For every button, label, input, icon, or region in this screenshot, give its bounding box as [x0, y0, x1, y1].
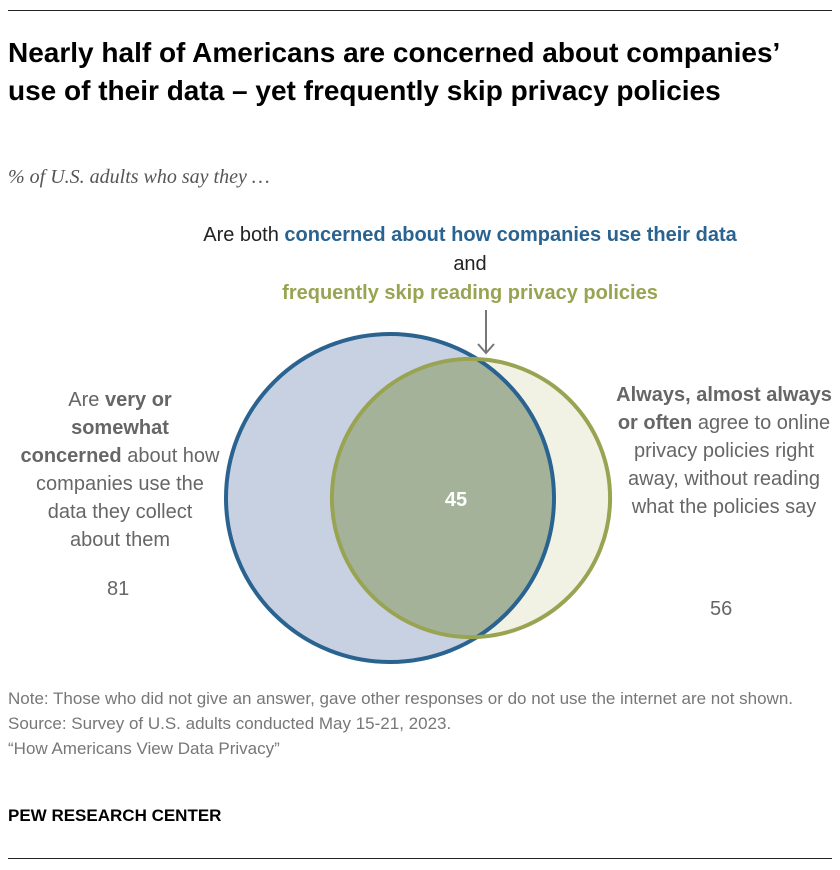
label-text: agree to online privacy policies right a…	[628, 412, 831, 518]
label-text: and	[453, 253, 487, 275]
label-text: Are both	[203, 224, 285, 246]
skip-label: Always, almost always or often agree to …	[615, 381, 833, 521]
source: Source: Survey of U.S. adults conducted …	[8, 714, 452, 733]
report-title: “How Americans View Data Privacy”	[8, 739, 280, 758]
chart-title: Nearly half of Americans are concerned a…	[8, 37, 779, 106]
concerned-label: Are very or somewhat concerned about how…	[20, 386, 220, 554]
brand-logo: PEW RESEARCH CENTER	[8, 806, 222, 825]
label-bold: very or somewhat concerned	[20, 389, 172, 467]
arrow-head-icon	[477, 343, 495, 355]
label-text: about how companies use the data they co…	[36, 445, 220, 551]
label-skip: frequently skip reading privacy policies	[282, 282, 658, 304]
concerned-value: 81	[107, 578, 130, 600]
label-text: Are	[68, 389, 105, 411]
note: Note: Those who did not give an answer, …	[8, 689, 794, 708]
footer-notes: Note: Those who did not give an answer, …	[8, 686, 828, 761]
circle-concerned-outline	[224, 332, 556, 664]
circle-skip-outline	[329, 356, 613, 640]
intersection-label: Are both concerned about how companies u…	[200, 221, 740, 308]
skip-value: 56	[710, 598, 733, 620]
bottom-rule	[8, 858, 832, 859]
chart-subtitle: % of U.S. adults who say they …	[8, 166, 270, 188]
label-concerned: concerned about how companies use their …	[284, 224, 737, 246]
label-bold: Always, almost always or often	[616, 384, 832, 434]
intersection-value: 45	[445, 489, 467, 511]
top-rule	[8, 10, 832, 11]
